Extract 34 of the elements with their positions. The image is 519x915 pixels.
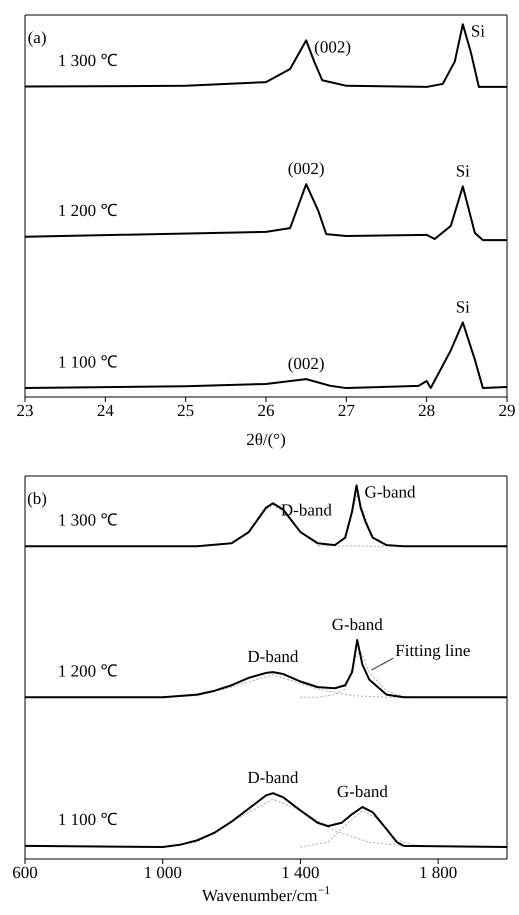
- x-axis-title: Wavenumber/cm$^{−1}$: [202, 883, 330, 905]
- annotation: (b): [27, 488, 47, 508]
- x-tick-label: 24: [96, 401, 114, 420]
- x-axis-title: 2θ/(°): [246, 430, 286, 449]
- x-tick-label: 25: [177, 401, 194, 420]
- annotation: (002): [314, 37, 351, 56]
- series-label: 1 200 ℃: [58, 201, 118, 220]
- x-tick-label: 27: [338, 401, 356, 420]
- annotation: (002): [288, 354, 325, 374]
- x-tick-label: 26: [258, 401, 274, 420]
- x-tick-label: 1 000: [144, 863, 182, 882]
- annotation: Si: [456, 297, 470, 316]
- annotation: D-band: [247, 768, 299, 788]
- series-label: 1 100 ℃: [58, 810, 118, 830]
- x-tick-label: 23: [16, 401, 34, 420]
- annotation: G-band: [364, 482, 416, 502]
- series-label: 1 300 ℃: [58, 510, 118, 530]
- series-label: 1 100 ℃: [58, 352, 118, 372]
- annotation: D-band: [280, 500, 332, 520]
- x-tick-label: 1 800: [419, 863, 458, 882]
- x-tick-label: 28: [418, 401, 436, 420]
- annotation: (a): [28, 28, 46, 47]
- x-tick-label: 600: [12, 863, 38, 882]
- x-tick-label: 29: [498, 401, 516, 420]
- annotation: D-band: [247, 647, 299, 666]
- annotation: (002): [288, 159, 325, 178]
- annotation: Si: [470, 21, 486, 40]
- annotation: Fitting line: [395, 641, 470, 660]
- series-label: 1 200 ℃: [58, 661, 118, 680]
- series-label: 1 300 ℃: [58, 50, 118, 70]
- annotation: G-band: [336, 782, 388, 802]
- x-tick-label: 1 400: [281, 863, 320, 882]
- annotation: G-band: [332, 615, 384, 634]
- annotation: Si: [456, 161, 470, 180]
